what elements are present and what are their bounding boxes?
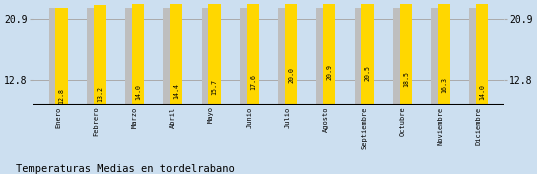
Bar bbox=[93, 5, 106, 105]
Bar bbox=[246, 0, 259, 105]
Bar bbox=[438, 0, 450, 105]
Bar bbox=[361, 0, 374, 105]
Bar bbox=[125, 8, 137, 105]
Bar bbox=[170, 0, 183, 105]
Text: 17.6: 17.6 bbox=[250, 74, 256, 90]
Text: 20.0: 20.0 bbox=[288, 67, 294, 83]
Text: 16.3: 16.3 bbox=[441, 77, 447, 93]
Text: 14.0: 14.0 bbox=[135, 84, 141, 100]
Bar bbox=[323, 0, 336, 105]
Bar bbox=[278, 8, 291, 105]
Bar bbox=[393, 8, 405, 105]
Bar bbox=[431, 8, 444, 105]
Bar bbox=[476, 0, 489, 105]
Bar bbox=[132, 0, 144, 105]
Text: 18.5: 18.5 bbox=[403, 71, 409, 87]
Bar bbox=[316, 8, 329, 105]
Text: 14.4: 14.4 bbox=[173, 83, 179, 99]
Bar bbox=[48, 8, 61, 105]
Text: Temperaturas Medias en tordelrabano: Temperaturas Medias en tordelrabano bbox=[16, 164, 235, 174]
Bar bbox=[55, 8, 68, 105]
Bar bbox=[201, 8, 214, 105]
Text: 20.5: 20.5 bbox=[365, 65, 371, 81]
Bar bbox=[208, 0, 221, 105]
Bar bbox=[469, 8, 482, 105]
Bar bbox=[87, 8, 99, 105]
Text: 15.7: 15.7 bbox=[212, 79, 217, 95]
Text: 20.9: 20.9 bbox=[326, 64, 332, 80]
Text: 12.8: 12.8 bbox=[59, 88, 64, 104]
Bar bbox=[354, 8, 367, 105]
Bar bbox=[240, 8, 252, 105]
Text: 14.0: 14.0 bbox=[480, 84, 485, 100]
Bar bbox=[163, 8, 176, 105]
Bar bbox=[285, 0, 297, 105]
Bar bbox=[400, 0, 412, 105]
Text: 13.2: 13.2 bbox=[97, 86, 103, 102]
